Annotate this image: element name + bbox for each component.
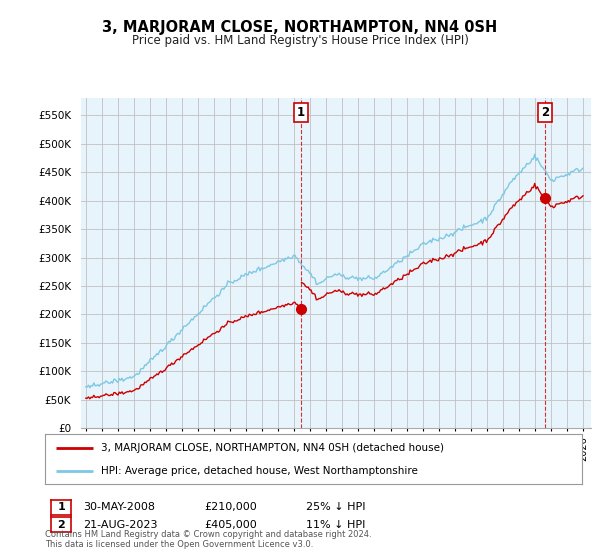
Text: This data is licensed under the Open Government Licence v3.0.: This data is licensed under the Open Gov…	[45, 540, 313, 549]
Text: Contains HM Land Registry data © Crown copyright and database right 2024.: Contains HM Land Registry data © Crown c…	[45, 530, 371, 539]
Text: 2: 2	[58, 520, 65, 530]
Text: 3, MARJORAM CLOSE, NORTHAMPTON, NN4 0SH: 3, MARJORAM CLOSE, NORTHAMPTON, NN4 0SH	[103, 20, 497, 35]
Text: 2: 2	[541, 106, 549, 119]
Text: 1: 1	[297, 106, 305, 119]
Text: 25% ↓ HPI: 25% ↓ HPI	[306, 502, 365, 512]
Text: £405,000: £405,000	[204, 520, 257, 530]
Text: 1: 1	[58, 502, 65, 512]
Text: Price paid vs. HM Land Registry's House Price Index (HPI): Price paid vs. HM Land Registry's House …	[131, 34, 469, 46]
Text: 30-MAY-2008: 30-MAY-2008	[83, 502, 155, 512]
Text: 11% ↓ HPI: 11% ↓ HPI	[306, 520, 365, 530]
Text: 21-AUG-2023: 21-AUG-2023	[83, 520, 157, 530]
Text: HPI: Average price, detached house, West Northamptonshire: HPI: Average price, detached house, West…	[101, 466, 418, 476]
Text: £210,000: £210,000	[204, 502, 257, 512]
Text: 3, MARJORAM CLOSE, NORTHAMPTON, NN4 0SH (detached house): 3, MARJORAM CLOSE, NORTHAMPTON, NN4 0SH …	[101, 442, 445, 452]
